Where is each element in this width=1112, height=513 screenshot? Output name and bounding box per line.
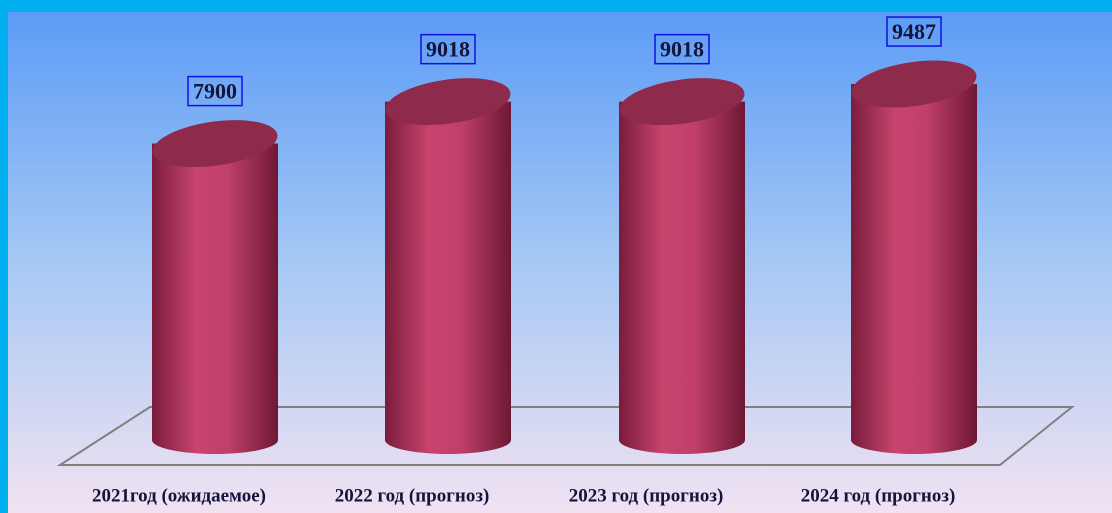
cylinder-top — [385, 78, 511, 126]
floor — [56, 406, 1075, 466]
x-tick-label: 2022 год (прогноз) — [335, 485, 490, 506]
cylinder — [619, 101, 745, 454]
value-label-box — [886, 16, 942, 47]
cylinder — [851, 84, 977, 454]
value-label: 7900 — [193, 79, 237, 104]
value-label: 9487 — [892, 19, 936, 44]
cylinder-top — [619, 78, 745, 126]
value-label: 9018 — [426, 37, 470, 62]
value-label: 9018 — [660, 37, 704, 62]
value-label-box — [187, 75, 243, 107]
cylinder-top — [152, 120, 278, 168]
cylinder-top — [851, 60, 977, 108]
cylinder — [152, 143, 278, 454]
x-tick-label: 2024 год (прогноз) — [801, 485, 956, 506]
value-label-box — [654, 33, 710, 65]
x-tick-label: 2021год (ожидаемое) — [92, 485, 266, 506]
cylinder — [385, 101, 511, 454]
x-tick-label: 2023 год (прогноз) — [569, 485, 724, 506]
value-label-box — [420, 33, 476, 65]
